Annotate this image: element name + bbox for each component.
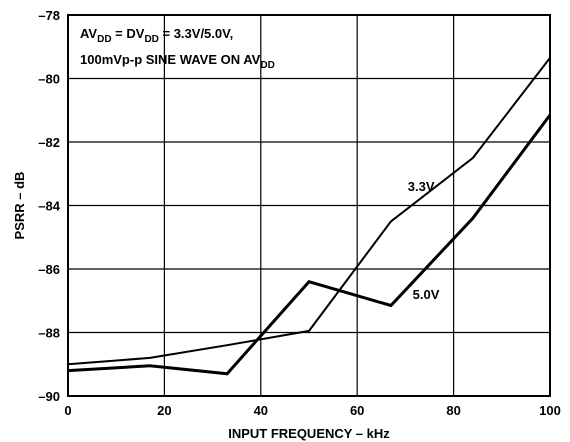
y-tick-label: –88 (38, 326, 60, 341)
x-tick-label: 0 (64, 403, 71, 418)
x-tick-label: 80 (446, 403, 460, 418)
series-label-3v3: 3.3V (408, 179, 435, 194)
series-layer: 3.3V 5.0V (67, 57, 552, 376)
series-line-3v3 (67, 57, 551, 366)
x-tick-label: 60 (350, 403, 364, 418)
y-tick-label: –82 (38, 135, 60, 150)
y-tick-label: –90 (38, 389, 60, 404)
grid (68, 15, 550, 396)
y-axis-label: PSRR – dB (12, 172, 27, 240)
x-tick-label: 100 (539, 403, 561, 418)
y-tick-label: –80 (38, 72, 60, 87)
x-tick-label: 20 (157, 403, 171, 418)
x-axis-label: INPUT FREQUENCY – kHz (228, 426, 390, 441)
y-tick-label: –84 (38, 199, 60, 214)
series-line-5v0 (67, 114, 552, 376)
y-tick-label: –86 (38, 262, 60, 277)
plot-frame (67, 14, 551, 397)
annotation-line-2: 100mVp-p SINE WAVE ON AVDD (80, 52, 275, 71)
y-tick-label: –78 (38, 8, 60, 23)
series-label-5v0: 5.0V (413, 287, 440, 302)
tick-labels: 0 20 40 60 80 100 –90 –88 –86 –84 –82 –80 –78 (38, 8, 561, 418)
annotation-line-1: AVDD = DVDD = 3.3V/5.0V, (80, 26, 233, 45)
x-tick-label: 40 (254, 403, 268, 418)
